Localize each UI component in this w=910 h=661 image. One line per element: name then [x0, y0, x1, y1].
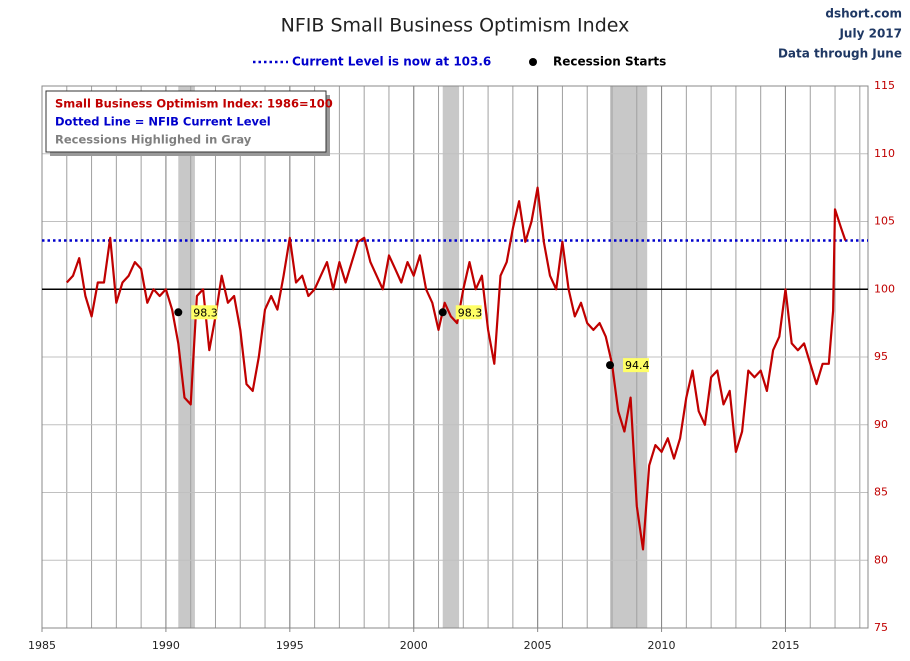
y-tick-label: 85 — [874, 486, 888, 499]
x-tick-label: 1995 — [276, 639, 304, 652]
label-background — [623, 358, 650, 373]
y-tick-label: 90 — [874, 418, 888, 431]
y-tick-label: 75 — [874, 621, 888, 634]
source-text: Data through June — [778, 47, 902, 61]
y-tick-label: 95 — [874, 350, 888, 363]
note-text: Recessions Highlighed in Gray — [55, 133, 252, 147]
recession-start-marker — [606, 361, 615, 370]
recession-value-label: 94.4 — [625, 359, 650, 372]
chart-title: NFIB Small Business Optimism Index — [281, 15, 630, 37]
x-tick-label: 2015 — [771, 639, 799, 652]
recession-start-marker — [174, 308, 183, 317]
plot-frame — [41, 85, 869, 629]
legend-label: Recession Starts — [553, 55, 666, 69]
y-tick-label: 80 — [874, 553, 888, 566]
note-box — [45, 90, 327, 153]
x-tick-label: 2010 — [648, 639, 676, 652]
y-tick-label: 105 — [874, 215, 895, 228]
legend-marker — [529, 58, 537, 66]
y-tick-label: 110 — [874, 147, 895, 160]
source-text: dshort.com — [825, 7, 902, 21]
legend-label: Current Level is now at 103.6 — [292, 55, 491, 69]
label-background — [191, 305, 218, 320]
note-text: Small Business Optimism Index: 1986=100 — [55, 97, 333, 111]
x-tick-label: 2005 — [524, 639, 552, 652]
y-tick-label: 100 — [874, 282, 895, 295]
note-text: Dotted Line = NFIB Current Level — [55, 115, 271, 129]
x-tick-label: 1985 — [28, 639, 56, 652]
recession-value-label: 98.3 — [458, 306, 483, 319]
source-text: July 2017 — [838, 27, 902, 41]
x-tick-label: 1990 — [152, 639, 180, 652]
x-tick-label: 2000 — [400, 639, 428, 652]
label-background — [455, 305, 482, 320]
y-tick-label: 115 — [874, 79, 895, 92]
recession-value-label: 98.3 — [193, 306, 218, 319]
recession-start-marker — [438, 308, 447, 317]
